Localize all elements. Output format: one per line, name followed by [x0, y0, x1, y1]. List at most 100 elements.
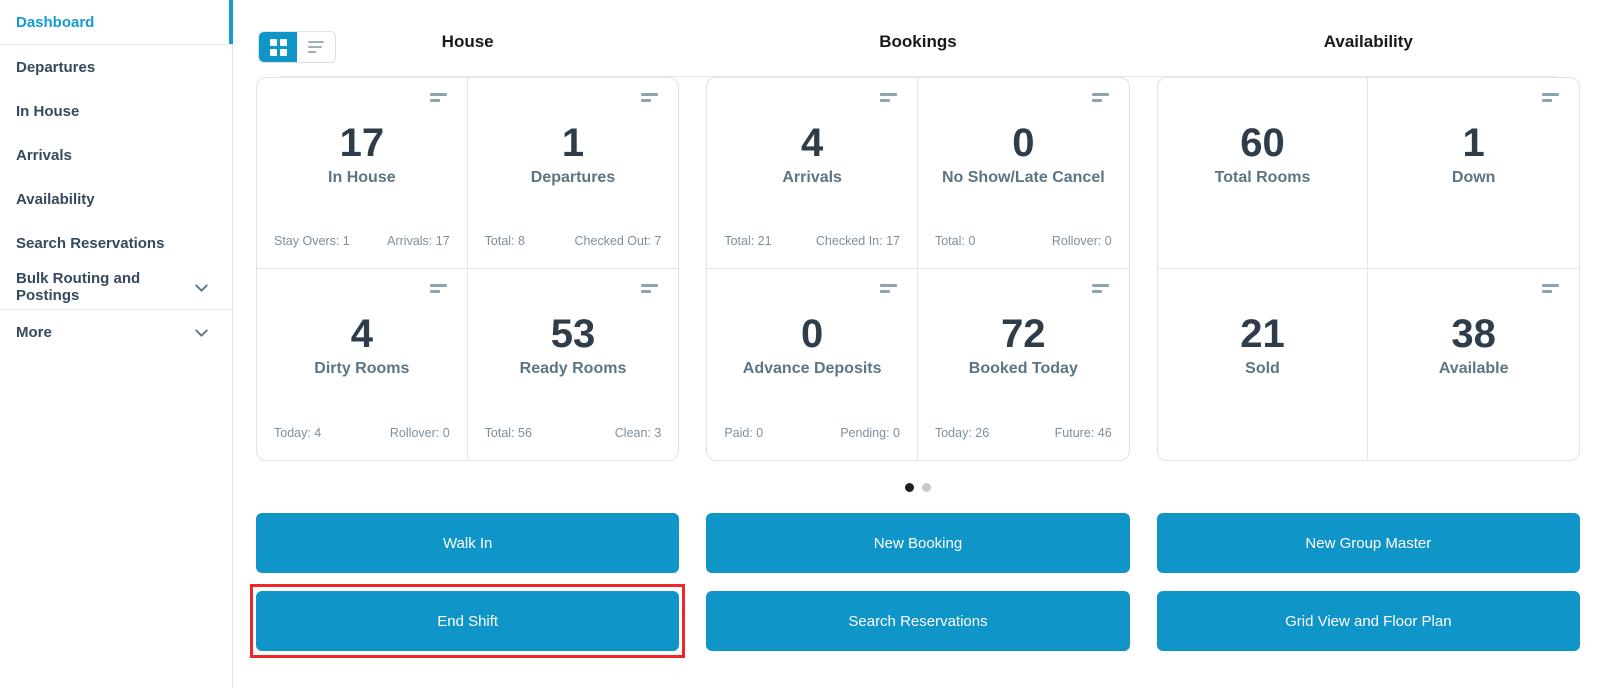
section-title-house: House: [441, 31, 494, 51]
sidebar-item-departures[interactable]: Departures: [0, 45, 232, 89]
stat-card-advance-deposits[interactable]: 0 Advance Deposits Paid: 0 Pending: 0: [707, 269, 918, 460]
sidebar-item-in-house[interactable]: In House: [0, 89, 232, 133]
stat-card-dirty-rooms[interactable]: 4 Dirty Rooms Today: 4 Rollover: 0: [257, 269, 468, 460]
chevron-down-icon: [193, 279, 210, 296]
card-options-icon[interactable]: [641, 93, 659, 102]
stat-card-available[interactable]: 38 Available: [1368, 269, 1579, 460]
active-item-indicator: [229, 0, 233, 44]
stat-card-ready-rooms[interactable]: 53 Ready Rooms Total: 56 Clean: 3: [468, 269, 679, 460]
carousel-dots: [256, 461, 1580, 513]
end-shift-button[interactable]: End Shift: [256, 591, 680, 651]
stat-card-no-show-late-cancel[interactable]: 0 No Show/Late Cancel Total: 0 Rollover:…: [917, 78, 1129, 269]
stat-label: Sold: [1245, 360, 1280, 377]
stat-value: 53: [550, 312, 596, 356]
list-view-icon: [308, 41, 324, 53]
stat-card-down[interactable]: 1 Down: [1368, 78, 1579, 269]
stat-value: 38: [1451, 312, 1496, 356]
stat-value: 4: [801, 120, 824, 165]
quick-actions: Walk In New Booking New Group Master End…: [250, 513, 1580, 658]
section-title-bookings: Bookings: [879, 31, 957, 51]
substat-right: Rollover: 0: [1051, 234, 1112, 248]
sidebar-divider: [0, 44, 232, 45]
stat-label: In House: [328, 168, 396, 186]
carousel-dot[interactable]: [922, 482, 931, 492]
stat-card-total-rooms[interactable]: 60 Total Rooms: [1157, 78, 1369, 269]
grid-view-button[interactable]: [259, 32, 297, 62]
search-reservations-button[interactable]: Search Reservations: [706, 591, 1130, 651]
stat-value: 1: [1462, 120, 1485, 165]
view-toggle: [258, 31, 336, 63]
card-options-icon[interactable]: [879, 93, 897, 102]
dashboard-main: House Bookings Availability 17 In House …: [233, 0, 1604, 688]
sidebar-item-label: In House: [16, 102, 80, 120]
new-group-master-button[interactable]: New Group Master: [1156, 513, 1580, 573]
grid-view-icon: [269, 38, 287, 56]
sidebar-item-label: Arrivals: [16, 146, 72, 164]
stat-label: No Show/Late Cancel: [941, 168, 1105, 186]
card-options-icon[interactable]: [429, 93, 447, 102]
substat-left: Total: 56: [484, 426, 532, 440]
list-view-button[interactable]: [297, 32, 335, 62]
stat-card-arrivals[interactable]: 4 Arrivals Total: 21 Checked In: 17: [707, 78, 918, 269]
house-group: 17 In House Stay Overs: 1 Arrivals: 17 1…: [256, 77, 680, 461]
sidebar-item-label: Dashboard: [16, 13, 95, 31]
substat-right: Clean: 3: [614, 426, 662, 440]
sidebar-item-search-reservations[interactable]: Search Reservations: [0, 221, 232, 265]
sidebar-item-label: Availability: [16, 190, 95, 208]
card-options-icon[interactable]: [1542, 284, 1559, 293]
substat-right: Checked Out: 7: [574, 234, 662, 248]
carousel-dot-active[interactable]: [905, 482, 914, 492]
stat-label: Booked Today: [968, 360, 1078, 377]
sidebar-item-dashboard[interactable]: Dashboard: [0, 0, 233, 44]
substat-right: Arrivals: 17: [387, 234, 450, 248]
topbar: House Bookings Availability: [256, 0, 1580, 77]
sidebar-item-more[interactable]: More: [0, 310, 232, 354]
bookings-group: 4 Arrivals Total: 21 Checked In: 17 0 No…: [706, 77, 1130, 461]
stat-label: Arrivals: [782, 168, 842, 186]
stat-label: Advance Deposits: [742, 360, 882, 377]
stat-value: 72: [1001, 312, 1046, 356]
stat-label: Down: [1451, 168, 1496, 186]
sidebar-item-availability[interactable]: Availability: [0, 177, 232, 221]
stat-value: 60: [1240, 120, 1285, 165]
card-options-icon[interactable]: [1542, 93, 1559, 102]
availability-group: 60 Total Rooms 1 Down 21 Sold: [1156, 77, 1580, 461]
stat-card-booked-today[interactable]: 72 Booked Today Today: 26 Future: 46: [918, 269, 1129, 460]
stat-card-departures[interactable]: 1 Departures Total: 8 Checked Out: 7: [467, 78, 679, 269]
stat-label: Ready Rooms: [519, 360, 627, 377]
header-divider: [279, 76, 1556, 77]
card-options-icon[interactable]: [879, 284, 897, 293]
stat-card-sold[interactable]: 21 Sold: [1158, 269, 1369, 460]
walk-in-button[interactable]: Walk In: [256, 513, 680, 573]
sidebar-item-arrivals[interactable]: Arrivals: [0, 133, 232, 177]
sidebar: Dashboard Departures In House Arrivals A…: [0, 0, 233, 688]
card-options-icon[interactable]: [1091, 93, 1109, 102]
stat-value: 0: [1012, 120, 1035, 165]
new-booking-button[interactable]: New Booking: [706, 513, 1130, 573]
substat-right: Future: 46: [1054, 426, 1112, 440]
stat-value: 1: [561, 120, 585, 165]
substat-left: Total: 21: [724, 234, 772, 248]
substat-left: Today: 26: [934, 426, 990, 440]
chevron-down-icon: [193, 324, 210, 341]
card-options-icon[interactable]: [429, 284, 447, 293]
sidebar-item-label: More: [16, 323, 52, 341]
card-options-icon[interactable]: [641, 284, 659, 293]
stat-label: Departures: [530, 168, 616, 186]
substat-left: Today: 4: [274, 426, 322, 440]
sidebar-item-label: Bulk Routing and Postings: [16, 270, 141, 304]
sidebar-item-bulk-routing-and-postings[interactable]: Bulk Routing and Postings: [0, 265, 232, 309]
stat-value: 17: [339, 120, 385, 165]
sidebar-item-label: Departures: [16, 58, 96, 76]
stat-label: Dirty Rooms: [314, 360, 410, 377]
substat-left: Total: 8: [484, 234, 525, 248]
stat-value: 21: [1240, 312, 1285, 356]
substat-right: Checked In: 17: [815, 234, 900, 248]
stat-groups: 17 In House Stay Overs: 1 Arrivals: 17 1…: [256, 77, 1580, 461]
grid-view-floor-plan-button[interactable]: Grid View and Floor Plan: [1156, 591, 1580, 651]
card-options-icon[interactable]: [1091, 284, 1109, 293]
substat-left: Paid: 0: [724, 426, 764, 440]
sidebar-item-label: Search Reservations: [16, 234, 165, 252]
stat-card-in-house[interactable]: 17 In House Stay Overs: 1 Arrivals: 17: [257, 78, 468, 269]
section-title-availability: Availability: [1323, 31, 1413, 51]
